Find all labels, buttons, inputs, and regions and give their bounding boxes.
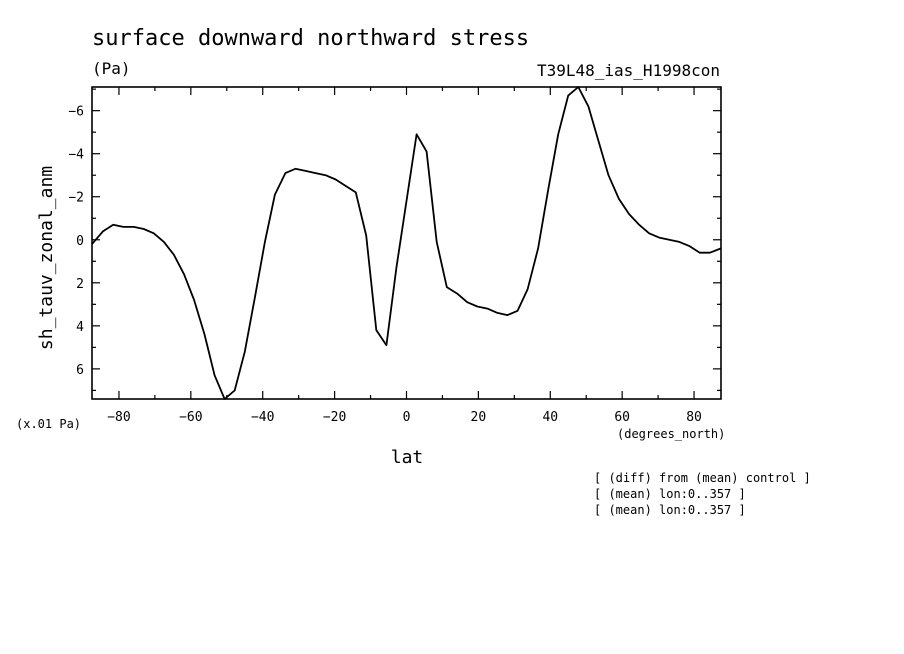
plot-frame bbox=[91, 86, 722, 400]
y-axis-label: sh_tauv_zonal_anm bbox=[36, 166, 57, 350]
x-tick-label: 0 bbox=[403, 410, 411, 425]
x-tick-label: 60 bbox=[614, 410, 630, 425]
run-label: T39L48_ias_H1998con bbox=[537, 61, 720, 80]
y-tick-label: −6 bbox=[68, 105, 84, 120]
y-tick-label: 4 bbox=[76, 320, 84, 335]
y-tick-label: −2 bbox=[68, 191, 84, 206]
x-tick-label: 20 bbox=[471, 410, 487, 425]
x-tick-label: −80 bbox=[107, 410, 130, 425]
y-scale-note: (x.01 Pa) bbox=[16, 417, 81, 431]
x-axis-label: lat bbox=[391, 447, 424, 468]
y-tick-label: −4 bbox=[68, 148, 84, 163]
y-tick-labels: −6 −4 −2 0 2 4 6 bbox=[68, 105, 84, 378]
x-tick-label: −20 bbox=[323, 410, 346, 425]
units-label: (Pa) bbox=[92, 59, 131, 78]
note-line: [ (mean) lon:0..357 ] bbox=[594, 487, 746, 501]
x-tick-label: −60 bbox=[179, 410, 202, 425]
note-line: [ (diff) from (mean) control ] bbox=[594, 471, 811, 485]
y-tick-label: 2 bbox=[76, 277, 84, 292]
x-tick-label: −40 bbox=[251, 410, 274, 425]
x-tick-label: 40 bbox=[542, 410, 558, 425]
chart-title: surface downward northward stress bbox=[92, 26, 529, 51]
y-tick-label: 0 bbox=[76, 234, 84, 249]
y-tick-label: 6 bbox=[76, 363, 84, 378]
x-tick-labels: −80 −60 −40 −20 0 20 40 60 80 bbox=[107, 410, 702, 425]
x-tick-label: 80 bbox=[686, 410, 702, 425]
series-line bbox=[91, 86, 722, 400]
x-units-label: (degrees_north) bbox=[617, 427, 725, 441]
note-line: [ (mean) lon:0..357 ] bbox=[594, 503, 746, 517]
axis-ticks bbox=[92, 87, 721, 399]
